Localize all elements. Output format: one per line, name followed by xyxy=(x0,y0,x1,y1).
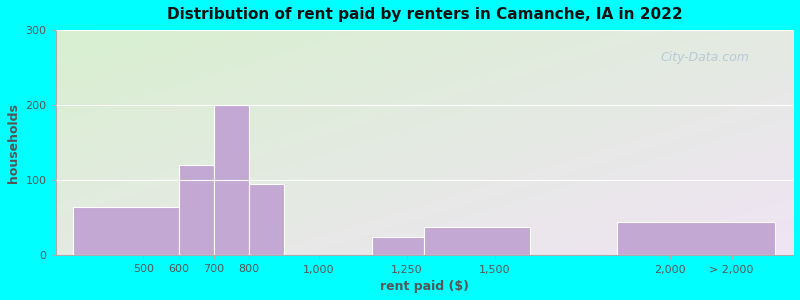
Y-axis label: households: households xyxy=(7,103,20,183)
Bar xyxy=(424,227,530,256)
Bar xyxy=(618,222,775,256)
Title: Distribution of rent paid by renters in Camanche, IA in 2022: Distribution of rent paid by renters in … xyxy=(166,7,682,22)
Bar xyxy=(74,207,178,256)
Bar xyxy=(178,165,214,256)
Bar xyxy=(249,184,284,256)
X-axis label: rent paid ($): rent paid ($) xyxy=(380,280,469,293)
Bar xyxy=(214,105,249,256)
Bar xyxy=(372,237,424,256)
Text: City-Data.com: City-Data.com xyxy=(660,51,749,64)
